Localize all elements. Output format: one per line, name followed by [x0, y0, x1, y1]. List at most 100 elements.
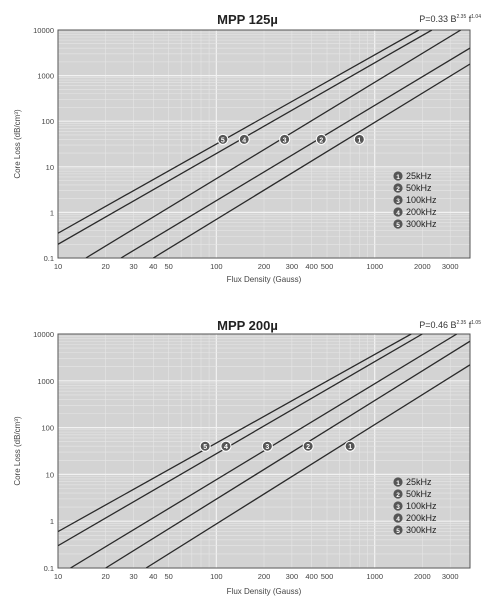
- legend-marker-label: 5: [396, 222, 400, 229]
- y-axis-label: Core Loss (dB/cm³): [13, 416, 22, 486]
- x-tick-label: 20: [101, 572, 109, 581]
- chart-title: MPP 125µ: [217, 12, 278, 27]
- series-marker-label: 4: [242, 137, 246, 144]
- series-marker: [238, 133, 250, 145]
- legend-label: 100kHz: [406, 501, 437, 511]
- y-tick-label: 100: [41, 424, 54, 433]
- legend-label: 25kHz: [406, 171, 432, 181]
- x-tick-label: 3000: [442, 262, 459, 271]
- legend-label: 100kHz: [406, 195, 437, 205]
- formula-coefficient: P=0.33: [419, 14, 448, 24]
- legend-marker: [393, 219, 403, 229]
- x-tick-label: 300: [286, 262, 299, 271]
- series-marker: [279, 133, 291, 145]
- legend-marker-label: 3: [396, 504, 400, 511]
- chart-panel-mpp-125: MPP 125µ P=0.33 B2.35 f1.04 5 4 3 2 1 10 20 30 4…: [0, 0, 495, 300]
- series-line-25kHz: [145, 364, 470, 568]
- x-tick-label: 500: [321, 572, 334, 581]
- legend-marker-label: 5: [396, 528, 400, 535]
- series-marker-label: 3: [265, 444, 269, 451]
- series-line-200kHz: [58, 334, 423, 547]
- series-line-100kHz: [70, 334, 458, 568]
- formula-coefficient: P=0.46: [419, 320, 448, 330]
- legend-label: 200kHz: [406, 513, 437, 523]
- series-line-25kHz: [152, 63, 470, 258]
- x-tick-label: 400: [305, 572, 318, 581]
- series-marker-label: 3: [283, 137, 287, 144]
- series-marker-label: 2: [306, 444, 310, 451]
- chart-panel-mpp-200: MPP 200µ P=0.46 B2.35 f1.05 5 4 3 2 1 10 20 30 4…: [0, 310, 495, 612]
- loss-formula: P=0.33 B2.35 f1.04: [419, 14, 481, 24]
- x-tick-label: 50: [165, 572, 173, 581]
- x-tick-label: 500: [321, 262, 334, 271]
- x-tick-label: 1000: [366, 262, 383, 271]
- legend-label: 300kHz: [406, 525, 437, 535]
- series-marker: [199, 440, 211, 452]
- legend-marker: [393, 207, 403, 217]
- series-marker-label: 5: [221, 137, 225, 144]
- legend-marker-label: 1: [396, 174, 400, 181]
- legend-marker: [393, 477, 403, 487]
- legend-marker: [393, 183, 403, 193]
- legend-marker-label: 4: [396, 516, 400, 523]
- legend-label: 300kHz: [406, 219, 437, 229]
- legend-marker: [393, 525, 403, 535]
- legend-marker-label: 2: [396, 186, 400, 193]
- legend-marker-label: 1: [396, 480, 400, 487]
- legend-marker-label: 4: [396, 210, 400, 217]
- x-tick-label: 2000: [414, 572, 431, 581]
- legend-marker-label: 2: [396, 492, 400, 499]
- y-tick-label: 10000: [33, 26, 54, 35]
- y-tick-label: 10: [46, 470, 54, 479]
- formula-f-exponent: 1.05: [471, 320, 481, 326]
- legend-label: 200kHz: [406, 207, 437, 217]
- legend-marker: [393, 171, 403, 181]
- series-marker-label: 1: [348, 444, 352, 451]
- x-tick-label: 200: [258, 572, 271, 581]
- x-tick-label: 300: [286, 572, 299, 581]
- series-line-50kHz: [120, 47, 470, 258]
- series-marker: [353, 133, 365, 145]
- x-tick-label: 100: [210, 572, 223, 581]
- series-lines: [58, 334, 470, 568]
- x-tick-label: 30: [129, 262, 137, 271]
- x-tick-label: 3000: [442, 572, 459, 581]
- series-marker: [261, 440, 273, 452]
- series-marker-label: 1: [357, 137, 361, 144]
- series-marker: [217, 133, 229, 145]
- plot-border: [57, 29, 471, 259]
- series-marker-label: 5: [203, 444, 207, 451]
- y-tick-label: 1000: [37, 72, 54, 81]
- y-tick-label: 0.1: [44, 564, 54, 573]
- y-axis-label: Core Loss (dB/cm³): [13, 109, 22, 179]
- chart-title: MPP 200µ: [217, 318, 278, 333]
- legend-marker: [393, 489, 403, 499]
- legend-marker: [393, 501, 403, 511]
- x-tick-label: 1000: [366, 572, 383, 581]
- formula-b-exponent: 2.35: [456, 14, 467, 20]
- series-line-300kHz: [58, 30, 420, 234]
- x-tick-label: 40: [149, 572, 157, 581]
- series-marker: [302, 440, 314, 452]
- y-tick-label: 100: [41, 117, 54, 126]
- x-tick-label: 10: [54, 572, 62, 581]
- x-tick-label: 30: [129, 572, 137, 581]
- plot-border: [57, 333, 471, 569]
- series-marker-label: 4: [224, 444, 228, 451]
- y-tick-label: 1: [50, 208, 54, 217]
- formula-f-exponent: 1.04: [471, 14, 481, 20]
- x-axis-label: Flux Density (Gauss): [227, 587, 302, 596]
- legend-label: 50kHz: [406, 489, 432, 499]
- x-tick-label: 20: [101, 262, 109, 271]
- y-tick-label: 1: [50, 517, 54, 526]
- x-tick-label: 200: [258, 262, 271, 271]
- series-line-100kHz: [85, 30, 462, 258]
- series-line-50kHz: [105, 340, 470, 568]
- core-loss-chart: 5 4 3 2 110 20 30 40 50 100 200 300 400 500 1000 2000 30…: [13, 26, 471, 284]
- legend-marker-label: 3: [396, 198, 400, 205]
- legend-label: 25kHz: [406, 477, 432, 487]
- x-tick-label: 400: [305, 262, 318, 271]
- legend-label: 50kHz: [406, 183, 432, 193]
- legend: 1 25kHz 2 50kHz 3 100kHz 4 200kHz 5 300kHz: [393, 477, 437, 535]
- x-tick-label: 100: [210, 262, 223, 271]
